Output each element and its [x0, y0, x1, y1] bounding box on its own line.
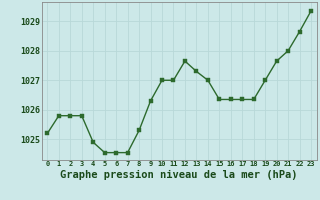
- X-axis label: Graphe pression niveau de la mer (hPa): Graphe pression niveau de la mer (hPa): [60, 169, 298, 180]
